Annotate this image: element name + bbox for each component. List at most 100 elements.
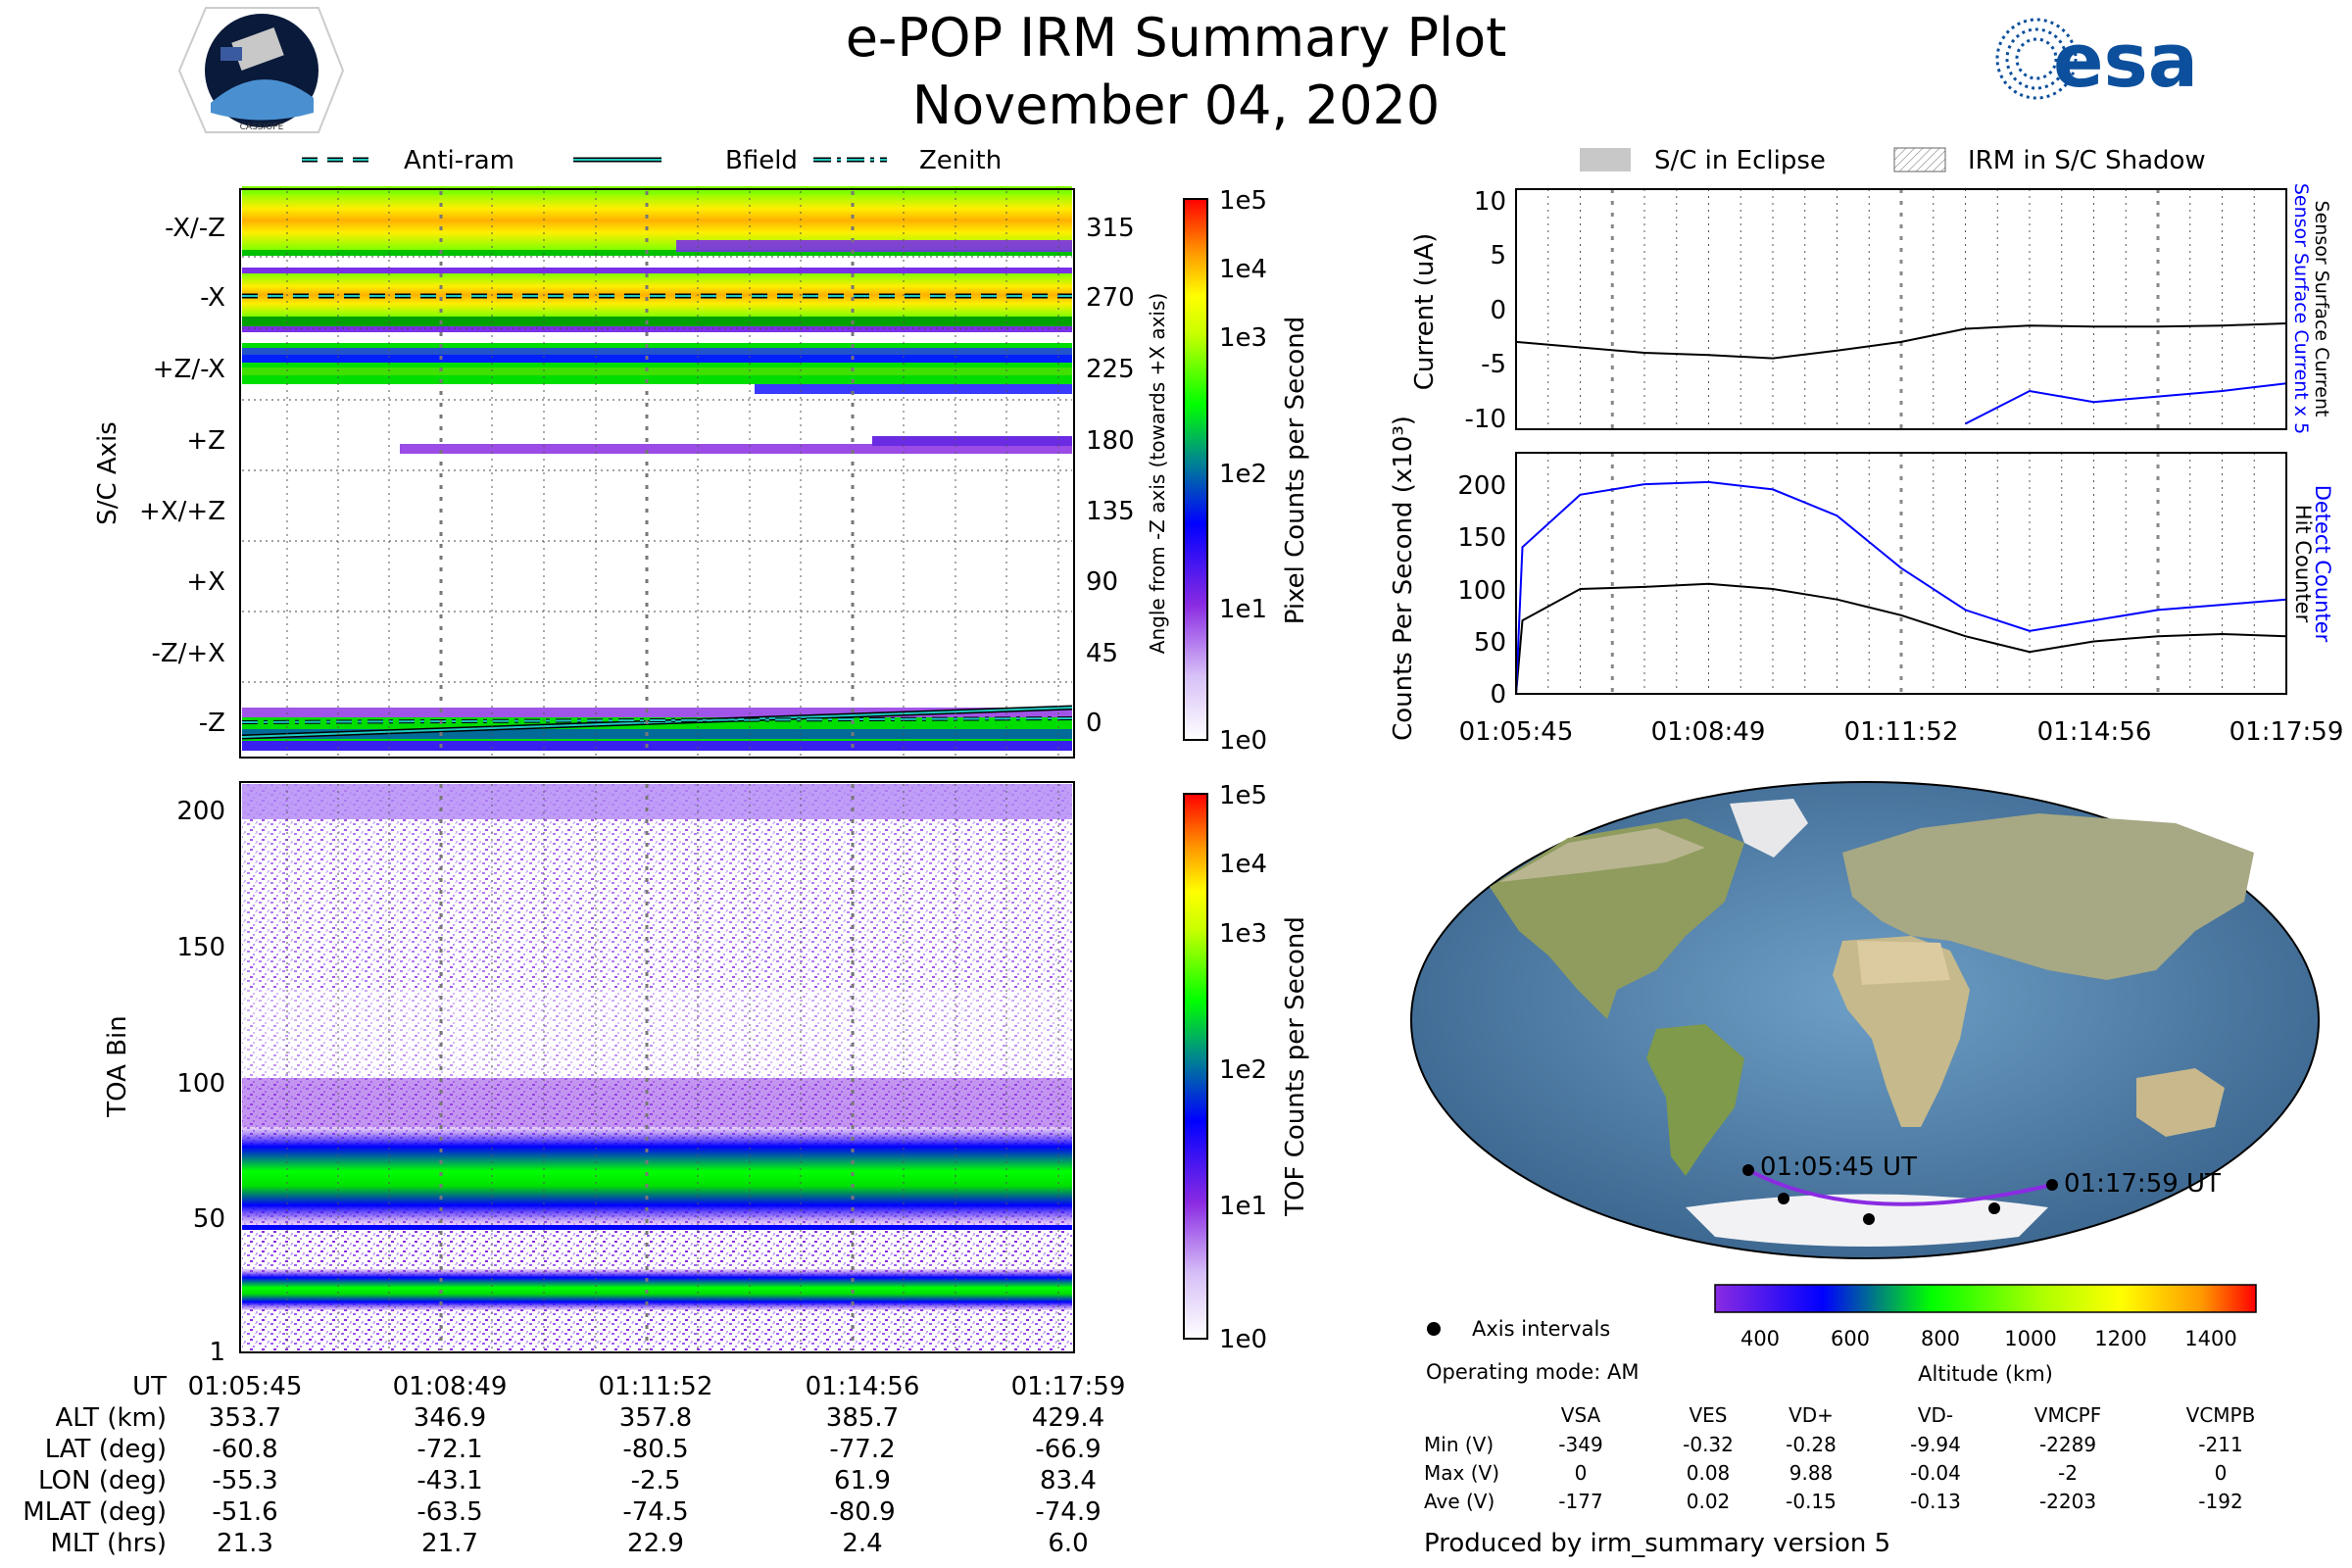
row-header: ALT (km) <box>55 1403 167 1433</box>
axis-intervals-legend: Axis intervals <box>1472 1317 1610 1341</box>
orbit-points <box>1742 1164 2058 1225</box>
table-cell: 429.4 <box>1032 1403 1104 1433</box>
table-cell: -80.9 <box>829 1497 895 1527</box>
table-cell: 357.8 <box>619 1403 692 1433</box>
angle-tick: 270 <box>1086 283 1135 313</box>
table-cell: -43.1 <box>416 1466 482 1495</box>
table-cell: 01:05:45 <box>188 1372 303 1401</box>
title-line2: November 04, 2020 <box>912 74 1441 136</box>
pixel-colorbar-ticks: 1e5 1e4 1e3 1e2 1e1 1e0 <box>1219 186 1267 756</box>
table-cell: 61.9 <box>834 1466 891 1495</box>
counts-xtick: 01:05:45 <box>1459 717 1574 747</box>
row-header: MLAT (deg) <box>23 1497 167 1527</box>
category-label: +Z <box>186 426 225 456</box>
voltage-cell: 0.02 <box>1687 1490 1731 1513</box>
counts-right-label-black: Hit Counter <box>2291 505 2315 623</box>
orbit-track <box>1747 1168 2053 1206</box>
current-axes-frame <box>1515 188 2287 430</box>
current-ytick: -10 <box>1465 405 1506 434</box>
voltage-cell: -0.15 <box>1786 1490 1837 1513</box>
counts-ytick: 100 <box>1457 576 1506 606</box>
esa-logo: esa <box>1995 17 2198 104</box>
counts-yticks: 200 150 100 50 0 <box>1457 471 1506 710</box>
current-yticks: 10 5 0 -5 -10 <box>1465 187 1506 434</box>
table-cell: -55.3 <box>212 1466 277 1495</box>
category-label: -X/-Z <box>165 214 225 243</box>
current-right-label-black: Sensor Surface Current <box>2311 201 2332 417</box>
table-cell: 01:17:59 <box>1011 1372 1126 1401</box>
tof-ytick: 1 <box>209 1338 225 1367</box>
voltage-col-header: VCMPB <box>2186 1403 2256 1427</box>
table-cell: 21.3 <box>217 1529 273 1558</box>
esa-logo-text: esa <box>2053 17 2198 104</box>
table-cell: -80.5 <box>622 1435 688 1464</box>
voltage-cell: -192 <box>2198 1490 2242 1513</box>
table-cell: 01:11:52 <box>599 1372 713 1401</box>
world-map <box>1410 781 2320 1259</box>
voltage-cell: -177 <box>1558 1490 1602 1513</box>
pixel-category-labels: -X/-Z -X +Z/-X +Z +X/+Z +X -Z/+X -Z <box>139 214 225 738</box>
series-line <box>1515 322 2287 360</box>
counts-grid <box>1547 453 2255 694</box>
table-cell: 01:14:56 <box>806 1372 920 1401</box>
voltage-cell: 0 <box>1575 1461 1588 1485</box>
counts-right-label-blue: Detect Counter <box>2311 485 2334 643</box>
voltage-col-header: VES <box>1689 1403 1727 1427</box>
table-cell: 2.4 <box>842 1529 882 1558</box>
voltage-cell: 0.08 <box>1687 1461 1731 1485</box>
orbit-point <box>1988 1202 2000 1214</box>
pixel-ylabel: S/C Axis <box>93 421 122 525</box>
cbar-tick: 1e3 <box>1219 323 1267 353</box>
ephemeris-table: UT ALT (km) LAT (deg) LON (deg) MLAT (de… <box>23 1372 1125 1558</box>
table-cell: 346.9 <box>414 1403 486 1433</box>
map-land-australia <box>2136 1068 2225 1137</box>
legend-bfield: Bfield <box>725 146 798 175</box>
angle-tick: 135 <box>1086 497 1135 526</box>
legend-top-left: Anti-ram Bfield Zenith <box>302 146 1002 175</box>
voltage-cell: -211 <box>2198 1433 2242 1456</box>
band-z <box>400 444 1072 454</box>
counts-xtick: 01:14:56 <box>2037 717 2152 747</box>
shadow-swatch <box>1893 147 1946 172</box>
current-grid <box>1547 189 2255 429</box>
voltage-cell: -0.13 <box>1910 1490 1961 1513</box>
voltage-col-header: VSA <box>1561 1403 1601 1427</box>
tof-ytick: 100 <box>176 1069 225 1099</box>
tof-ytick: 200 <box>176 797 225 826</box>
table-cell: -72.1 <box>416 1435 482 1464</box>
category-label: -Z <box>199 709 225 738</box>
cassiope-logo: CASSIOPE <box>177 7 345 133</box>
counts-ytick: 150 <box>1457 523 1506 553</box>
counts-ytick: 50 <box>1474 628 1506 658</box>
footer: Produced by irm_summary version 5 <box>1424 1529 1890 1558</box>
table-cell: -74.5 <box>622 1497 688 1527</box>
voltage-cell: -0.32 <box>1683 1433 1734 1456</box>
row-header: MLT (hrs) <box>51 1529 168 1558</box>
voltage-col-header: VD+ <box>1788 1403 1834 1427</box>
table-cell: -63.5 <box>416 1497 482 1527</box>
orbit-point <box>1863 1213 1875 1225</box>
series-line <box>1965 382 2287 425</box>
cbar-tick: 1e0 <box>1219 726 1267 756</box>
voltage-cell: -2203 <box>2039 1490 2096 1513</box>
voltage-cell: 0 <box>2215 1461 2228 1485</box>
angle-tick: 0 <box>1086 709 1102 738</box>
cbar-tick: 1e5 <box>1219 186 1267 216</box>
current-lines <box>1515 322 2287 425</box>
table-cell: -51.6 <box>212 1497 277 1527</box>
pixel-axes-frame <box>239 188 1075 759</box>
title-line1: e-POP IRM Summary Plot <box>846 7 1507 69</box>
legend-anti-ram: Anti-ram <box>404 146 514 175</box>
row-header: UT <box>132 1372 167 1401</box>
table-cell: 385.7 <box>826 1403 899 1433</box>
altitude-tick: 1200 <box>2094 1327 2146 1350</box>
category-label: +Z/-X <box>153 355 225 384</box>
altitude-tick: 400 <box>1740 1327 1780 1350</box>
tof-heatmap <box>242 784 1072 1350</box>
table-cell: 6.0 <box>1048 1529 1088 1558</box>
tof-grid <box>286 784 1059 1350</box>
table-cell: -60.8 <box>212 1435 277 1464</box>
counts-xtick: 01:08:49 <box>1651 717 1766 747</box>
operating-mode: Operating mode: AM <box>1426 1360 1639 1384</box>
category-label: +X <box>186 567 225 597</box>
